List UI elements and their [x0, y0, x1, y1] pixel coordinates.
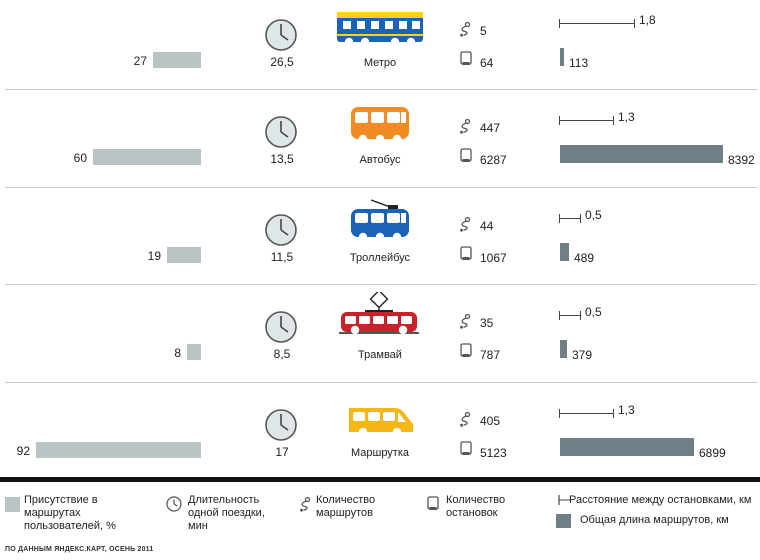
stop-distance-value: 1,3: [618, 110, 635, 124]
route-length-bar: [560, 438, 694, 456]
source-note: ПО ДАННЫМ ЯНДЕКС.КАРТ, ОСЕНЬ 2011: [5, 546, 154, 553]
clock-icon: [264, 18, 298, 52]
presence-value: 92: [16, 444, 30, 458]
metro-vehicle-icon: [335, 4, 425, 52]
clock-icon: [264, 408, 298, 442]
presence-value: 8: [174, 346, 181, 360]
marshrutka-vehicle-icon: [335, 394, 425, 442]
routes-value: 5: [480, 24, 487, 38]
bottom-rule: [0, 477, 760, 482]
stop-distance-line: [559, 210, 581, 223]
route-length-bar: [560, 243, 569, 261]
legend-distance-icon: [558, 495, 571, 505]
transport-row-trolleybus: 19 11,5 Троллейбус 44 1067 0,5 489: [0, 195, 760, 293]
transport-row-bus: 60 13,5 Автобус 447 6287 1,3 8392: [0, 97, 760, 195]
tram-vehicle-icon: [335, 289, 425, 340]
presence-bar: [167, 247, 201, 263]
row-separator: [5, 89, 757, 90]
legend-duration-label: Длительность одной поездки, мин: [188, 494, 265, 532]
route-length-value: 489: [574, 251, 595, 265]
legend-route-icon: [300, 496, 311, 512]
legend-stop-icon: [427, 496, 439, 510]
stop-distance-line: [559, 112, 614, 125]
stop-distance-value: 0,5: [585, 208, 602, 222]
route-icon: [458, 216, 472, 232]
presence-bar: [187, 344, 201, 360]
trolleybus-vehicle-icon: [335, 199, 425, 247]
route-length-value: 8392: [728, 153, 755, 167]
stop-icon: [460, 51, 472, 66]
stop-distance-line: [559, 405, 614, 418]
route-length-value: 6899: [699, 446, 726, 460]
transport-row-tram: 8 8,5 Трамвай 35 787 0,5 379: [0, 289, 760, 390]
clock-icon: [264, 310, 298, 344]
legend-presence-swatch: [5, 497, 20, 512]
duration-value: 13,5: [270, 152, 294, 166]
stop-icon: [460, 246, 472, 261]
transport-row-marshrutka: 92 17 Маршрутка 405 5123 1,3 6899: [0, 390, 760, 488]
row-separator: [5, 284, 757, 285]
route-length-bar: [560, 48, 564, 66]
presence-bar: [36, 442, 201, 458]
presence-bar: [93, 149, 201, 165]
clock-icon: [264, 115, 298, 149]
clock-icon: [264, 213, 298, 247]
duration-value: 17: [275, 445, 289, 459]
legend-routes-label: Количество маршрутов: [316, 494, 376, 519]
legend-length-swatch: [556, 514, 571, 528]
stops-value: 5123: [480, 446, 507, 460]
transport-name: Метро: [363, 57, 397, 69]
routes-value: 35: [480, 316, 494, 330]
stops-value: 6287: [480, 153, 507, 167]
stop-icon: [460, 441, 472, 456]
stop-distance-value: 0,5: [585, 305, 602, 319]
routes-value: 447: [480, 121, 501, 135]
transport-name: Автобус: [359, 154, 401, 166]
route-length-value: 379: [572, 348, 593, 362]
legend-distance-label: Расстояние между остановками, км: [569, 494, 752, 506]
route-icon: [458, 118, 472, 134]
route-icon: [458, 411, 472, 427]
legend-length-label: Общая длина маршрутов, км: [580, 514, 729, 526]
legend-stops-label: Количество остановок: [446, 494, 506, 519]
transport-name: Трамвай: [358, 349, 402, 361]
route-icon: [458, 21, 472, 37]
presence-bar: [153, 52, 201, 68]
duration-value: 11,5: [270, 250, 294, 264]
route-icon: [458, 313, 472, 329]
routes-value: 44: [480, 219, 494, 233]
presence-value: 19: [147, 249, 161, 263]
stop-distance-value: 1,8: [639, 13, 656, 27]
transport-row-metro: 27 26,5 Метро 5 64 1,8 113: [0, 0, 760, 98]
stops-value: 787: [480, 348, 501, 362]
presence-value: 27: [133, 54, 147, 68]
row-separator: [5, 187, 757, 188]
presence-value: 60: [73, 151, 87, 165]
stop-icon: [460, 148, 472, 163]
stop-distance-line: [559, 15, 635, 28]
legend-presence-label: Присутствие в маршрутах пользователей, %: [24, 494, 116, 532]
routes-value: 405: [480, 414, 501, 428]
stop-icon: [460, 343, 472, 358]
stop-distance-value: 1,3: [618, 403, 635, 417]
legend-clock-icon: [166, 496, 182, 512]
row-separator: [5, 382, 757, 383]
duration-value: 26,5: [270, 55, 294, 69]
route-length-value: 113: [569, 56, 589, 70]
transport-name: Троллейбус: [349, 252, 411, 264]
stops-value: 64: [480, 56, 494, 70]
bus-vehicle-icon: [335, 101, 425, 149]
route-length-bar: [560, 340, 567, 358]
stops-value: 1067: [480, 251, 507, 265]
transport-name: Маршрутка: [350, 447, 410, 459]
duration-value: 8,5: [273, 347, 291, 361]
route-length-bar: [560, 145, 723, 163]
stop-distance-line: [559, 307, 581, 320]
